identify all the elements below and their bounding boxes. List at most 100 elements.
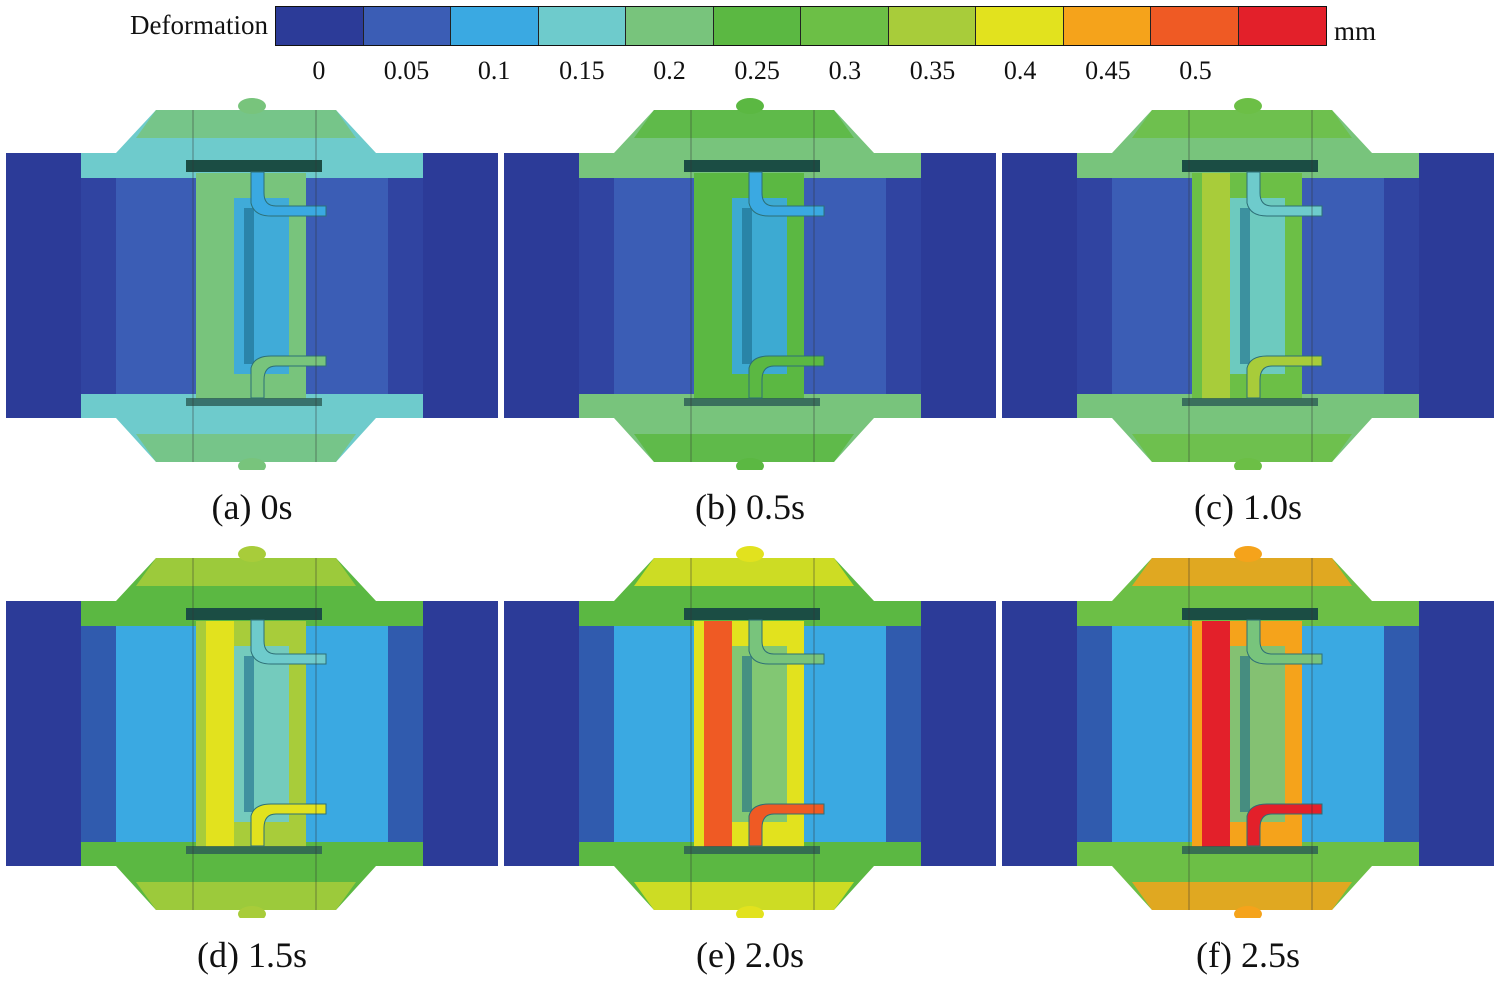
- legend-tick-label: 0.1: [477, 56, 511, 85]
- cavity-shadow: [244, 208, 254, 364]
- right-pipe-end: [921, 601, 996, 866]
- disc-core: [704, 621, 732, 847]
- deformation-legend: Deformation mm 0 0.05 0.1 0.15 0.2 0.25 0.3 0.3…: [0, 0, 1500, 95]
- legend-swatch: [363, 7, 451, 45]
- bottom-flange-band: [136, 882, 356, 910]
- deformation-panel: [1002, 98, 1494, 470]
- left-bore-shade: [81, 178, 116, 394]
- bottom-lug: [736, 906, 764, 918]
- bottom-clamp-bar: [186, 846, 322, 854]
- disc-core: [1202, 173, 1230, 399]
- lower-hook: [250, 803, 327, 847]
- bottom-clamp-bar: [1182, 398, 1318, 406]
- cavity-shadow: [742, 208, 752, 364]
- panel-caption: (e) 2.0s: [696, 935, 804, 975]
- top-flange-band: [136, 558, 356, 586]
- top-clamp-bar: [684, 160, 820, 172]
- inner-cavity: [234, 646, 289, 822]
- right-bore-shade: [388, 178, 423, 394]
- right-pipe-end: [1419, 601, 1494, 866]
- bottom-clamp-bar: [186, 398, 322, 406]
- inner-cavity: [732, 198, 787, 374]
- deformation-panel: [504, 546, 996, 918]
- bottom-lug: [1234, 458, 1262, 470]
- legend-swatch: [976, 7, 1064, 45]
- top-clamp-bar: [1182, 608, 1318, 620]
- cavity-shadow: [742, 656, 752, 812]
- left-bore-shade: [579, 626, 614, 842]
- top-flange-band: [634, 110, 854, 138]
- legend-unit: mm: [1334, 16, 1377, 46]
- legend-swatch: [888, 7, 976, 45]
- deformation-panel: [504, 98, 996, 470]
- legend-swatch: [713, 7, 801, 45]
- right-pipe-end: [1419, 153, 1494, 418]
- left-pipe-end: [504, 601, 579, 866]
- lower-hook: [1246, 355, 1323, 399]
- bottom-clamp-bar: [684, 846, 820, 854]
- legend-tick-label: 0.5: [1179, 56, 1212, 85]
- bottom-flange-band: [1132, 882, 1352, 910]
- bottom-lug: [736, 458, 764, 470]
- upper-hook: [748, 171, 825, 217]
- legend-swatch: [451, 7, 539, 45]
- top-lug: [238, 98, 266, 114]
- right-pipe-end: [423, 601, 498, 866]
- right-pipe-end: [921, 153, 996, 418]
- legend-swatch: [1238, 7, 1326, 45]
- bottom-clamp-bar: [684, 398, 820, 406]
- left-pipe-end: [6, 153, 81, 418]
- inner-cavity: [1230, 646, 1285, 822]
- legend-swatch: [276, 7, 364, 45]
- top-flange-band: [1132, 558, 1352, 586]
- bottom-flange-band: [1132, 434, 1352, 462]
- right-bore-shade: [388, 626, 423, 842]
- disc-core: [206, 173, 234, 399]
- legend-swatch: [1151, 7, 1239, 45]
- deformation-panel: [1002, 546, 1494, 918]
- legend-swatch: [626, 7, 714, 45]
- lower-hook: [250, 355, 327, 399]
- cavity-shadow: [244, 656, 254, 812]
- legend-tick-label: 0: [312, 56, 326, 85]
- legend-tick-label: 0.35: [909, 56, 956, 85]
- left-bore-shade: [1077, 626, 1112, 842]
- legend-swatch: [538, 7, 626, 45]
- top-flange-band: [1132, 110, 1352, 138]
- right-bore-shade: [1384, 626, 1419, 842]
- right-bore-shade: [886, 178, 921, 394]
- left-bore-shade: [1077, 178, 1112, 394]
- legend-swatch: [1063, 7, 1151, 45]
- legend-tick-label: 0.25: [734, 56, 780, 85]
- inner-cavity: [732, 646, 787, 822]
- left-bore-shade: [81, 626, 116, 842]
- legend-tick-label: 0.45: [1085, 56, 1131, 85]
- bottom-clamp-bar: [1182, 846, 1318, 854]
- bottom-flange-band: [634, 434, 854, 462]
- top-clamp-bar: [1182, 160, 1318, 172]
- upper-hook: [1246, 171, 1323, 217]
- left-bore-shade: [579, 178, 614, 394]
- legend-tick-label: 0.4: [1003, 56, 1037, 85]
- right-pipe-end: [423, 153, 498, 418]
- right-bore-shade: [1384, 178, 1419, 394]
- legend-swatch: [801, 7, 889, 45]
- deformation-panel: [6, 546, 498, 918]
- top-lug: [736, 546, 764, 562]
- lower-hook: [748, 355, 825, 399]
- top-clamp-bar: [186, 608, 322, 620]
- disc-core: [704, 173, 732, 399]
- top-lug: [1234, 546, 1262, 562]
- top-lug: [1234, 98, 1262, 114]
- left-pipe-end: [1002, 601, 1077, 866]
- upper-hook: [250, 619, 327, 665]
- panel-caption: (c) 1.0s: [1194, 487, 1302, 527]
- top-flange-band: [634, 558, 854, 586]
- top-flange-band: [136, 110, 356, 138]
- legend-tick-label: 0.05: [383, 56, 430, 85]
- upper-hook: [748, 619, 825, 665]
- left-pipe-end: [504, 153, 579, 418]
- legend-tick-label: 0.15: [559, 56, 605, 85]
- inner-cavity: [234, 198, 289, 374]
- top-clamp-bar: [186, 160, 322, 172]
